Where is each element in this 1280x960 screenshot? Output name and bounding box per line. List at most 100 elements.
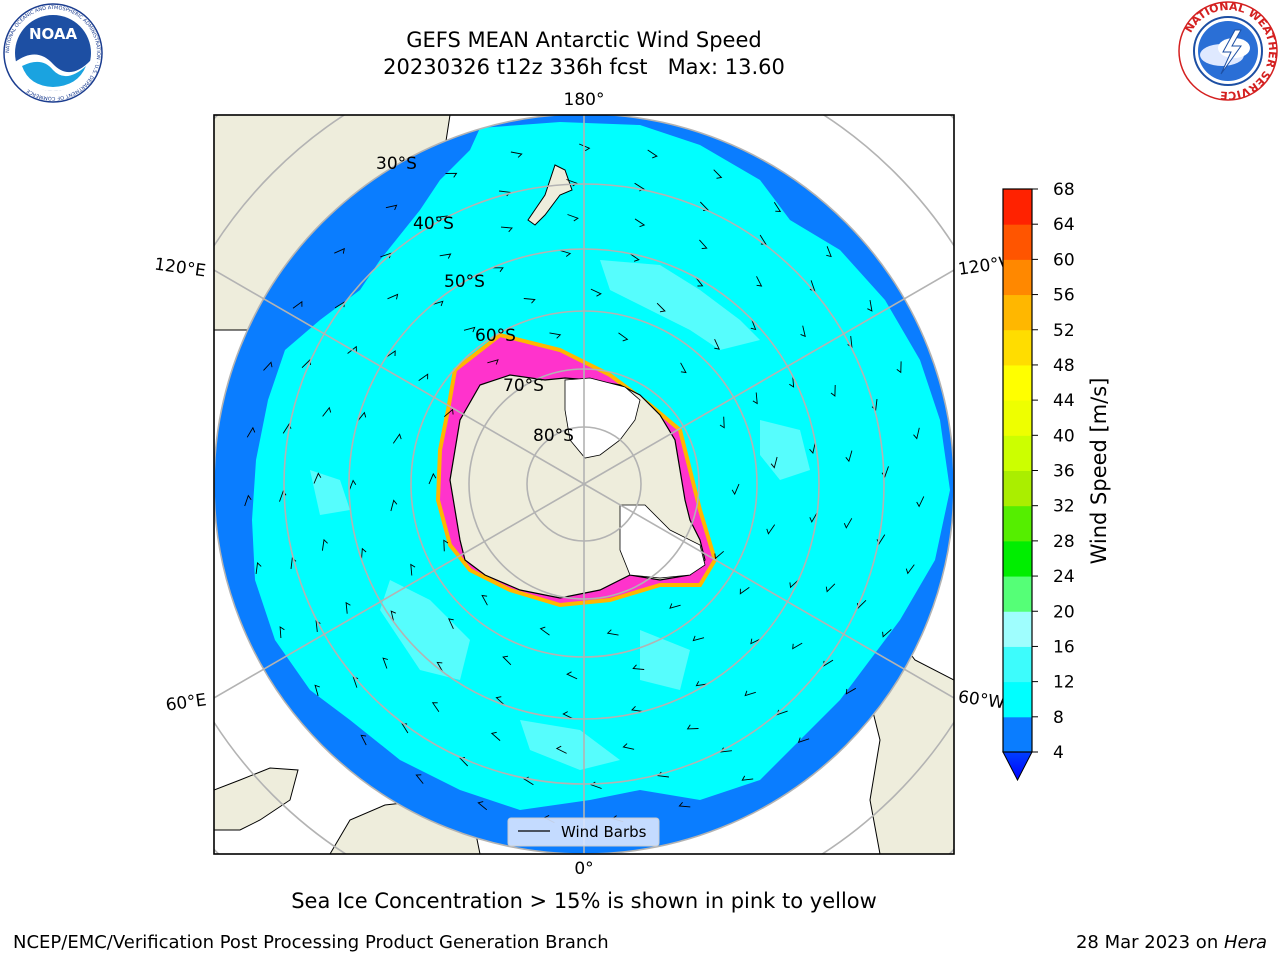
colorbar-segment bbox=[1003, 681, 1032, 718]
colorbar-segment bbox=[1003, 470, 1032, 507]
wind-barb bbox=[871, 399, 878, 411]
wind-barb bbox=[315, 620, 321, 632]
wind-barb bbox=[669, 603, 681, 609]
wind-barb bbox=[618, 332, 629, 342]
map-frame bbox=[213, 114, 955, 855]
wind-barb bbox=[382, 657, 389, 669]
wind-barb bbox=[826, 246, 832, 258]
wind-barb bbox=[750, 638, 761, 645]
wind-barb bbox=[756, 276, 763, 287]
wind-barb bbox=[776, 709, 788, 716]
colorbar-segment bbox=[1003, 646, 1032, 683]
nws-logo: NATIONAL WEATHER SERVICE bbox=[1178, 0, 1279, 102]
colorbar-tick-label: 20 bbox=[1053, 602, 1075, 622]
wind-barb bbox=[622, 743, 635, 750]
wind-barb bbox=[510, 151, 523, 158]
wind-barb bbox=[629, 253, 640, 262]
wind-barb bbox=[876, 534, 886, 545]
wind-barb bbox=[410, 563, 416, 576]
wind-barb bbox=[321, 538, 328, 551]
wind-barb bbox=[809, 512, 818, 523]
footer-date-text: 28 Mar 2023 on bbox=[1075, 932, 1224, 953]
colorbar-segment bbox=[1003, 540, 1032, 577]
wind-barb bbox=[843, 518, 853, 529]
wind-barb bbox=[392, 433, 402, 444]
colorbar-tick-label: 12 bbox=[1053, 673, 1075, 693]
wind-barb bbox=[263, 361, 273, 371]
colorbar-segment bbox=[1003, 505, 1032, 542]
wind-barb bbox=[244, 494, 252, 507]
wind-barb bbox=[579, 143, 591, 152]
wind-barb bbox=[292, 300, 303, 309]
colorbar-tick-label: 48 bbox=[1053, 356, 1075, 376]
wind-barb bbox=[634, 182, 645, 192]
wind-barb bbox=[809, 442, 816, 454]
wind-barb bbox=[459, 756, 469, 767]
wind-barb bbox=[491, 267, 504, 273]
wind-barb bbox=[695, 276, 704, 287]
lon-label-0: 0° bbox=[574, 859, 593, 879]
ronne-ice-shelf bbox=[619, 504, 706, 579]
wind-barb bbox=[380, 252, 392, 259]
wind-barbs bbox=[244, 143, 925, 824]
wind-barb bbox=[436, 215, 448, 221]
wind-barb bbox=[770, 456, 778, 469]
wind-barb bbox=[385, 350, 396, 358]
wind-barb bbox=[847, 336, 853, 348]
wind-barb bbox=[766, 524, 776, 535]
colorbar-segment bbox=[1003, 259, 1032, 296]
wind-barb bbox=[656, 302, 666, 313]
wind-barb bbox=[345, 601, 351, 614]
wind-barb bbox=[867, 300, 873, 312]
colorbar-segment bbox=[1003, 294, 1032, 331]
wind-barb bbox=[477, 801, 488, 811]
wind-barb bbox=[490, 731, 501, 741]
colorbar-tick-label: 56 bbox=[1053, 286, 1075, 306]
wind-barb bbox=[731, 483, 740, 496]
wind-barb bbox=[713, 169, 723, 179]
wind-barb bbox=[352, 676, 359, 688]
colorbar-segment bbox=[1003, 576, 1032, 612]
graticule bbox=[214, 115, 954, 854]
wind-barb bbox=[282, 423, 292, 434]
wind-barb bbox=[385, 204, 398, 211]
wind-barb bbox=[523, 298, 536, 304]
wind-barb bbox=[744, 690, 756, 697]
colorbar-tick-label: 44 bbox=[1053, 391, 1075, 411]
legend: Wind Barbs bbox=[507, 817, 660, 847]
wind-barb bbox=[502, 655, 512, 666]
colorbar-tick-label: 16 bbox=[1053, 637, 1075, 657]
wind-barb bbox=[590, 288, 602, 297]
wind-barb bbox=[699, 239, 708, 250]
wind-barb bbox=[739, 587, 750, 595]
wind-barb bbox=[439, 253, 452, 259]
wind-barb bbox=[549, 332, 562, 339]
wind-barb bbox=[845, 450, 853, 463]
lat-label-60s: 60°S bbox=[475, 326, 516, 346]
wind-barb bbox=[418, 373, 429, 381]
colorbar-segment bbox=[1003, 716, 1032, 753]
wind-barb bbox=[348, 479, 357, 491]
colorbar-tick-label: 28 bbox=[1053, 532, 1075, 552]
wind-barb bbox=[255, 561, 262, 574]
wind-barb bbox=[539, 626, 550, 636]
wind-barb bbox=[432, 300, 444, 307]
colorbar-tick-label: 64 bbox=[1053, 215, 1075, 235]
wind-barb bbox=[881, 466, 889, 478]
wind-barb bbox=[567, 214, 579, 222]
colorbar-segment bbox=[1003, 400, 1032, 436]
noaa-logo: NOAA NATIONAL OCEANIC AND ATMOSPHERIC AD… bbox=[3, 3, 103, 103]
wind-barb bbox=[566, 179, 578, 187]
wind-barb bbox=[555, 745, 567, 754]
wind-barb bbox=[431, 702, 440, 712]
wind-barb bbox=[523, 776, 534, 786]
wind-barb bbox=[720, 747, 732, 753]
lon-label-60w: 60°W bbox=[957, 687, 1006, 713]
wind-barb bbox=[390, 610, 396, 623]
wind-barb bbox=[443, 539, 449, 552]
wind-barb bbox=[279, 490, 287, 502]
wind-barb bbox=[566, 671, 578, 680]
chart-title: GEFS MEAN Antarctic Wind Speed bbox=[406, 28, 762, 52]
wind-barb bbox=[361, 547, 367, 560]
wind-barb bbox=[773, 201, 782, 213]
